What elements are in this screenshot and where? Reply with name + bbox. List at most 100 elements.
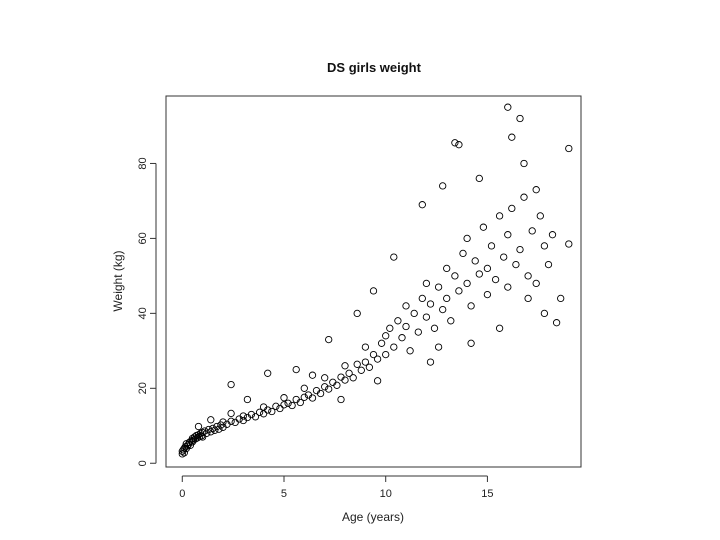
data-point	[443, 264, 451, 273]
data-point	[377, 339, 386, 347]
data-point	[516, 245, 524, 254]
data-point	[455, 141, 463, 149]
data-point	[268, 407, 276, 416]
data-point	[333, 381, 341, 389]
data-point	[308, 371, 317, 379]
data-point	[251, 413, 260, 421]
data-point	[422, 279, 431, 288]
data-point	[532, 279, 540, 288]
data-point	[255, 408, 264, 416]
data-point	[247, 410, 256, 419]
x-tick-label: 15	[481, 488, 493, 500]
data-point	[390, 343, 398, 351]
data-point	[183, 442, 192, 450]
data-point	[557, 294, 565, 303]
data-point	[451, 139, 459, 147]
plot-frame	[165, 95, 582, 468]
data-point	[532, 186, 540, 194]
data-point	[194, 431, 203, 439]
data-point	[459, 249, 467, 258]
data-point	[239, 412, 247, 420]
data-point	[439, 182, 447, 190]
data-point	[243, 395, 252, 404]
data-point	[341, 376, 349, 384]
data-point	[439, 305, 447, 314]
data-point	[451, 272, 459, 280]
data-point	[479, 223, 488, 231]
data-point	[357, 366, 365, 374]
data-point	[463, 279, 471, 288]
data-point	[500, 253, 508, 261]
data-point	[426, 300, 435, 308]
data-point	[280, 394, 288, 402]
data-point	[430, 324, 439, 332]
y-axis: 0 20 40 60 80	[137, 157, 157, 466]
data-point	[508, 204, 516, 213]
data-point	[259, 410, 268, 418]
data-point	[414, 328, 422, 336]
data-point	[264, 406, 272, 414]
data-point	[219, 418, 227, 426]
data-point	[475, 270, 483, 278]
data-point	[520, 159, 528, 168]
x-tick-label: 0	[179, 488, 185, 500]
data-point	[422, 313, 431, 321]
y-tick-label: 60	[137, 232, 149, 244]
data-point	[548, 231, 557, 239]
data-point	[284, 399, 292, 407]
y-axis-label: Weight (kg)	[111, 250, 125, 311]
data-point	[227, 417, 235, 425]
data-point	[491, 275, 500, 284]
data-point	[325, 385, 333, 393]
data-point	[300, 384, 308, 392]
data-point	[231, 418, 239, 427]
data-point	[394, 317, 402, 325]
data-point	[540, 309, 549, 318]
data-point	[487, 242, 496, 250]
y-tick-label: 0	[137, 460, 149, 466]
data-point	[361, 358, 370, 366]
data-point	[341, 362, 349, 370]
data-point	[528, 227, 536, 235]
data-point	[321, 374, 329, 382]
data-point	[540, 242, 549, 250]
data-point	[504, 283, 512, 291]
data-point	[227, 380, 235, 389]
y-tick-label: 40	[137, 307, 149, 319]
data-point	[398, 334, 406, 342]
data-point	[434, 283, 443, 291]
data-point	[463, 234, 471, 243]
data-point	[280, 401, 288, 409]
data-point	[211, 426, 219, 434]
data-point	[512, 260, 520, 269]
data-point	[382, 332, 390, 340]
data-point	[227, 409, 235, 418]
data-point	[504, 231, 512, 239]
data-point	[418, 201, 426, 209]
data-point	[203, 429, 211, 437]
data-point	[349, 374, 357, 382]
data-point	[467, 339, 475, 347]
data-point	[495, 324, 504, 332]
data-point	[308, 394, 317, 402]
data-point	[524, 294, 532, 303]
data-point	[198, 428, 207, 437]
data-point	[296, 398, 304, 407]
data-point	[552, 319, 561, 327]
data-point	[325, 335, 333, 344]
data-point	[300, 393, 308, 401]
data-point	[504, 103, 512, 111]
data-point	[544, 260, 553, 269]
data-point	[276, 404, 284, 413]
data-point	[353, 360, 361, 368]
data-point	[524, 272, 532, 280]
data-point	[373, 355, 382, 363]
data-point	[272, 402, 280, 410]
data-point	[382, 350, 390, 359]
chart-title: DS girls weight	[327, 60, 422, 75]
data-point	[292, 365, 300, 374]
data-point	[361, 343, 370, 351]
data-point	[390, 253, 398, 261]
data-point	[386, 324, 394, 332]
